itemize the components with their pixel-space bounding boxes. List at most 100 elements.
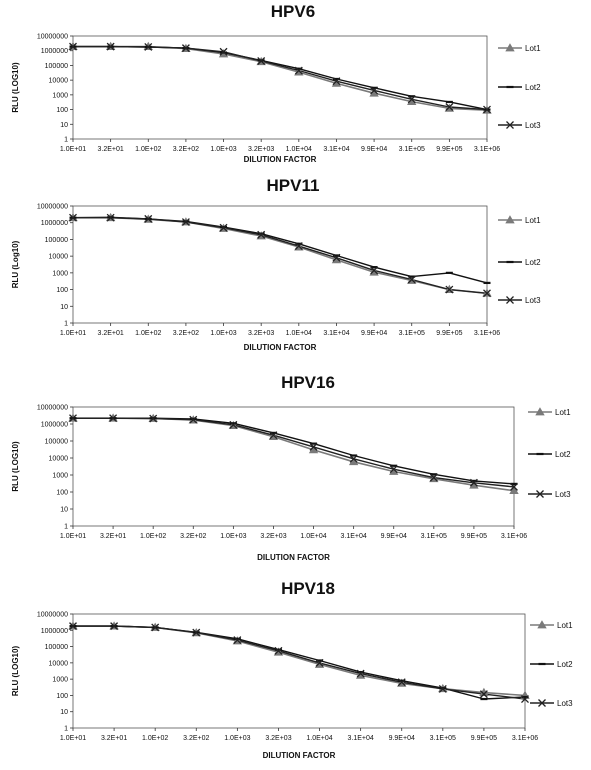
x-tick-label: 1.0E+04 [286,146,312,153]
x-tick-label: 1.0E+03 [210,330,236,337]
data-point-lot3-stroke-b [233,636,242,645]
x-tick-label: 1.0E+04 [306,735,332,742]
y-tick-label: 10000000 [37,612,68,619]
y-tick-label: 10000 [49,254,69,261]
x-tick-label: 9.9E+04 [361,330,387,337]
legend-marker-lot1 [535,407,545,416]
x-tick-label: 3.2E+03 [265,735,291,742]
legend-marker-lot3 [506,296,514,304]
data-point-lot3-stroke-b [144,42,153,51]
legend-marker-lot3-stroke-b [506,296,514,304]
y-tick-label: 1000000 [41,628,68,635]
x-tick-label: 9.9E+04 [361,146,387,153]
data-point-lot3-stroke-b [269,431,278,440]
data-point-lot3 [229,420,238,429]
data-point-lot3-stroke-b [370,266,379,275]
data-point-lot3-stroke-b [257,230,266,239]
x-tick-label: 9.9E+05 [436,330,462,337]
data-point-lot3 [69,414,77,423]
data-point-lot3-stroke-b [181,218,190,226]
y-tick-label: 10000 [49,456,69,463]
data-point-lot3 [69,42,77,51]
y-tick-label: 1000 [52,270,68,277]
x-tick-label: 3.2E+01 [97,146,123,153]
y-tick-label: 100000 [45,439,68,446]
y-tick-label: 10 [60,122,68,129]
data-point-lot3 [149,414,158,423]
data-point-lot3-stroke-b [69,42,77,51]
x-tick-label: 3.1E+05 [430,735,456,742]
data-point-lot3-stroke-b [445,285,454,294]
data-point-lot3 [219,223,228,232]
x-tick-label: 3.1E+06 [474,146,500,153]
series-line-lot3 [73,625,526,700]
data-point-lot3-stroke-b [106,213,115,222]
data-point-lot3-stroke-b [397,678,406,687]
x-tick-label: 3.1E+06 [474,330,500,337]
y-tick-label: 100000 [45,63,68,70]
data-point-lot3 [315,658,324,667]
x-tick-label: 3.2E+02 [180,533,206,540]
chart-title: HPV11 [267,176,320,195]
x-axis-label: DILUTION FACTOR [244,343,317,352]
data-point-lot3-stroke-b [309,442,318,451]
legend-label: Lot2 [555,450,571,459]
data-point-lot3 [144,214,153,223]
legend-label: Lot2 [557,660,573,669]
data-point-lot3 [181,218,190,226]
data-point-lot3 [349,454,358,463]
data-point-lot3 [181,44,190,53]
legend-marker-lot1 [505,43,515,52]
y-tick-label: 100000 [45,237,68,244]
plot-area [72,406,515,527]
y-axis-label: RLU (Log10) [11,240,20,288]
x-tick-label: 1.0E+01 [60,533,86,540]
data-point-lot3-stroke-b [389,465,398,474]
plot-area [72,205,488,324]
series-line-lot2 [72,216,488,284]
y-tick-label: 100 [56,490,68,497]
data-point-lot3-stroke-b [149,414,158,423]
x-tick-label: 1.0E+01 [60,330,86,337]
series-line-lot1 [73,216,488,295]
x-tick-label: 3.2E+03 [248,330,274,337]
data-point-lot3-stroke-b [407,95,416,104]
chart-hpv18: HPV18 1 10 100 1000 10000 100000 1000000 1000000… [0,572,591,770]
data-point-lot3 [257,230,266,239]
x-tick-label: 1.0E+03 [224,735,250,742]
x-tick-label: 3.1E+04 [340,533,366,540]
data-point-lot3-stroke-b [356,669,365,678]
x-axis-label: DILUTION FACTOR [244,155,317,164]
series-line-lot1 [73,45,488,111]
x-tick-label: 3.2E+01 [97,330,123,337]
data-point-lot3-stroke-b [407,275,416,284]
data-point-lot3 [274,646,283,655]
data-point-lot3-stroke-b [69,414,77,423]
x-tick-label: 3.1E+04 [323,146,349,153]
y-tick-label: 100 [56,107,68,114]
data-point-lot3 [294,242,303,251]
data-point-lot3-stroke-b [349,454,358,463]
data-point-lot3 [469,478,478,487]
y-tick-label: 1000 [52,92,68,99]
chart-title: HPV6 [271,2,315,21]
data-point-lot3 [356,669,365,678]
data-point-lot3 [106,213,115,222]
legend-marker-lot3 [506,121,514,129]
legend-label: Lot3 [555,490,571,499]
data-point-lot3-stroke-b [370,86,379,95]
data-point-lot3 [332,253,341,262]
y-tick-label: 1 [64,321,68,328]
data-point-lot3-stroke-b [181,44,190,53]
data-point-lot3-stroke-b [483,289,491,298]
y-tick-label: 10 [60,709,68,716]
y-tick-label: 1 [64,524,68,531]
x-axis-label: DILUTION FACTOR [257,553,330,562]
data-point-lot3-stroke-b [479,690,488,699]
legend-label: Lot3 [557,699,573,708]
legend-label: Lot1 [555,408,571,417]
data-point-lot3 [257,57,266,65]
y-axis-label: RLU (LOG10) [11,646,20,697]
data-point-lot3-stroke-b [219,223,228,232]
plot-area [72,35,488,140]
